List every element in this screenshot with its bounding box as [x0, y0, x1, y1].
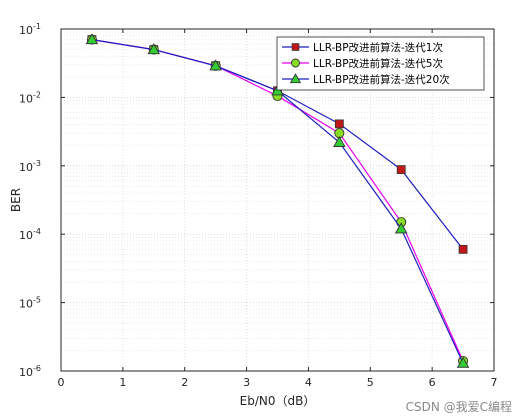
- x-tick-label: 3: [243, 376, 250, 389]
- y-axis-label: BER: [9, 188, 23, 212]
- legend-box: [276, 36, 485, 91]
- y-tick-label: 10-6: [19, 364, 41, 379]
- legend-label: LLR-BP改进前算法-迭代20次: [313, 73, 450, 86]
- data-point-3: [456, 356, 470, 368]
- data-point-3: [85, 33, 99, 45]
- y-tick-label: 10-1: [19, 22, 41, 37]
- legend-entry-3: LLR-BP改进前算法-迭代20次: [282, 73, 450, 86]
- legend-label: LLR-BP改进前算法-迭代1次: [313, 41, 443, 54]
- data-point-1: [458, 244, 468, 254]
- x-tick-label: 5: [367, 376, 374, 389]
- x-tick-label: 7: [491, 376, 498, 389]
- x-tick-label: 2: [181, 376, 188, 389]
- y-tick-label: 10-2: [19, 90, 41, 105]
- plot-frame: [60, 28, 495, 372]
- data-point-3: [394, 222, 408, 234]
- legend-marker: [291, 58, 300, 68]
- data-point-3: [147, 43, 161, 55]
- data-point-1: [334, 119, 344, 129]
- x-tick-label: 0: [58, 376, 65, 389]
- watermark: CSDN @我爱C编程: [405, 400, 512, 414]
- legend-entry-2: LLR-BP改进前算法-迭代5次: [282, 57, 443, 70]
- legend-marker: [289, 73, 302, 84]
- data-point-3: [209, 59, 222, 71]
- y-tick-label: 10-3: [19, 159, 41, 174]
- y-tick-label: 10-5: [19, 296, 41, 311]
- data-point-3: [333, 135, 346, 147]
- legend-entry-1: LLR-BP改进前算法-迭代1次: [282, 41, 443, 54]
- legend-label: LLR-BP改进前算法-迭代5次: [313, 57, 443, 70]
- ticks: 0 1 2 3 4 5 6 7 10-6 10-5 10-4 10-3 10-2 10-1: [19, 22, 497, 389]
- x-tick-label: 6: [429, 376, 436, 389]
- legend-marker: [291, 43, 300, 51]
- data-point-1: [396, 165, 406, 174]
- legend: LLR-BP改进前算法-迭代1次 LLR-BP改进前算法-迭代5次 LLR-BP改进…: [276, 36, 485, 91]
- x-axis-label: Eb/N0（dB）: [240, 394, 316, 408]
- x-tick-label: 4: [305, 376, 312, 389]
- x-tick-label: 1: [119, 376, 126, 389]
- y-tick-label: 10-4: [19, 227, 41, 242]
